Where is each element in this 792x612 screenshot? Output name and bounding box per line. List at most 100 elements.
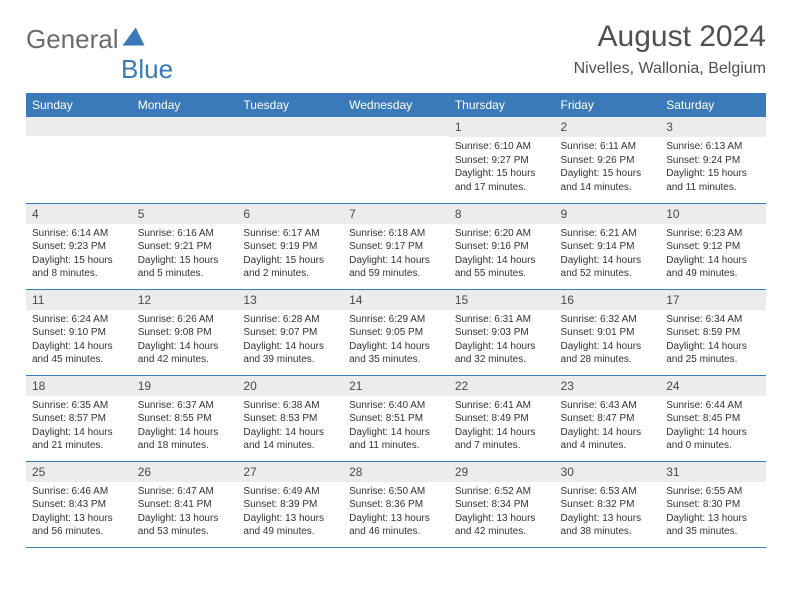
page-title: August 2024 <box>574 20 766 54</box>
calendar-day-cell <box>132 117 238 203</box>
day-info: Sunrise: 6:43 AMSunset: 8:47 PMDaylight:… <box>555 396 661 457</box>
sunrise-line: Sunrise: 6:41 AM <box>455 399 549 413</box>
location-subtitle: Nivelles, Wallonia, Belgium <box>574 60 766 78</box>
daylight-line: Daylight: 14 hours and 52 minutes. <box>561 254 655 281</box>
sunset-line: Sunset: 8:51 PM <box>349 412 443 426</box>
calendar-day-cell: 23Sunrise: 6:43 AMSunset: 8:47 PMDayligh… <box>555 375 661 461</box>
empty-day <box>343 117 449 136</box>
day-number: 8 <box>449 204 555 224</box>
calendar-day-cell: 17Sunrise: 6:34 AMSunset: 8:59 PMDayligh… <box>660 289 766 375</box>
day-number: 7 <box>343 204 449 224</box>
title-block: August 2024 Nivelles, Wallonia, Belgium <box>574 20 766 78</box>
daylight-line: Daylight: 13 hours and 56 minutes. <box>32 512 126 539</box>
sunset-line: Sunset: 9:07 PM <box>243 326 337 340</box>
calendar-day-cell: 7Sunrise: 6:18 AMSunset: 9:17 PMDaylight… <box>343 203 449 289</box>
sunrise-line: Sunrise: 6:49 AM <box>243 485 337 499</box>
sunrise-line: Sunrise: 6:43 AM <box>561 399 655 413</box>
day-info: Sunrise: 6:24 AMSunset: 9:10 PMDaylight:… <box>26 310 132 371</box>
day-info: Sunrise: 6:28 AMSunset: 9:07 PMDaylight:… <box>237 310 343 371</box>
calendar-day-cell: 6Sunrise: 6:17 AMSunset: 9:19 PMDaylight… <box>237 203 343 289</box>
sunset-line: Sunset: 8:39 PM <box>243 498 337 512</box>
daylight-line: Daylight: 14 hours and 59 minutes. <box>349 254 443 281</box>
day-info: Sunrise: 6:20 AMSunset: 9:16 PMDaylight:… <box>449 224 555 285</box>
sunset-line: Sunset: 9:16 PM <box>455 240 549 254</box>
daylight-line: Daylight: 14 hours and 7 minutes. <box>455 426 549 453</box>
sunset-line: Sunset: 8:34 PM <box>455 498 549 512</box>
weekday-header: Thursday <box>449 93 555 117</box>
daylight-line: Daylight: 13 hours and 53 minutes. <box>138 512 232 539</box>
day-number: 19 <box>132 376 238 396</box>
calendar-day-cell: 5Sunrise: 6:16 AMSunset: 9:21 PMDaylight… <box>132 203 238 289</box>
day-number: 29 <box>449 462 555 482</box>
calendar-day-cell: 22Sunrise: 6:41 AMSunset: 8:49 PMDayligh… <box>449 375 555 461</box>
calendar-week-row: 11Sunrise: 6:24 AMSunset: 9:10 PMDayligh… <box>26 289 766 375</box>
day-info: Sunrise: 6:21 AMSunset: 9:14 PMDaylight:… <box>555 224 661 285</box>
calendar-day-cell: 16Sunrise: 6:32 AMSunset: 9:01 PMDayligh… <box>555 289 661 375</box>
day-number: 6 <box>237 204 343 224</box>
day-number: 1 <box>449 117 555 137</box>
sunset-line: Sunset: 9:24 PM <box>666 154 760 168</box>
logo-triangle-icon <box>123 28 145 46</box>
weekday-header: Sunday <box>26 93 132 117</box>
sunset-line: Sunset: 9:27 PM <box>455 154 549 168</box>
day-info: Sunrise: 6:17 AMSunset: 9:19 PMDaylight:… <box>237 224 343 285</box>
day-number: 5 <box>132 204 238 224</box>
calendar-day-cell: 24Sunrise: 6:44 AMSunset: 8:45 PMDayligh… <box>660 375 766 461</box>
weekday-header-row: Sunday Monday Tuesday Wednesday Thursday… <box>26 93 766 117</box>
sunrise-line: Sunrise: 6:31 AM <box>455 313 549 327</box>
sunrise-line: Sunrise: 6:46 AM <box>32 485 126 499</box>
day-number: 24 <box>660 376 766 396</box>
sunrise-line: Sunrise: 6:40 AM <box>349 399 443 413</box>
sunrise-line: Sunrise: 6:32 AM <box>561 313 655 327</box>
calendar-day-cell: 28Sunrise: 6:50 AMSunset: 8:36 PMDayligh… <box>343 461 449 547</box>
calendar-day-cell <box>26 117 132 203</box>
day-number: 28 <box>343 462 449 482</box>
daylight-line: Daylight: 14 hours and 55 minutes. <box>455 254 549 281</box>
day-info: Sunrise: 6:55 AMSunset: 8:30 PMDaylight:… <box>660 482 766 543</box>
day-number: 27 <box>237 462 343 482</box>
calendar-day-cell: 10Sunrise: 6:23 AMSunset: 9:12 PMDayligh… <box>660 203 766 289</box>
calendar-day-cell: 31Sunrise: 6:55 AMSunset: 8:30 PMDayligh… <box>660 461 766 547</box>
day-info: Sunrise: 6:32 AMSunset: 9:01 PMDaylight:… <box>555 310 661 371</box>
daylight-line: Daylight: 13 hours and 46 minutes. <box>349 512 443 539</box>
weekday-header: Saturday <box>660 93 766 117</box>
sunrise-line: Sunrise: 6:10 AM <box>455 140 549 154</box>
logo-text-blue: Blue <box>121 54 173 85</box>
calendar-day-cell: 4Sunrise: 6:14 AMSunset: 9:23 PMDaylight… <box>26 203 132 289</box>
sunrise-line: Sunrise: 6:24 AM <box>32 313 126 327</box>
daylight-line: Daylight: 14 hours and 45 minutes. <box>32 340 126 367</box>
day-info: Sunrise: 6:23 AMSunset: 9:12 PMDaylight:… <box>660 224 766 285</box>
daylight-line: Daylight: 15 hours and 17 minutes. <box>455 167 549 194</box>
daylight-line: Daylight: 13 hours and 42 minutes. <box>455 512 549 539</box>
sunset-line: Sunset: 9:05 PM <box>349 326 443 340</box>
day-info: Sunrise: 6:46 AMSunset: 8:43 PMDaylight:… <box>26 482 132 543</box>
calendar-week-row: 1 Sunrise: 6:10 AMSunset: 9:27 PMDaylight… <box>26 117 766 203</box>
day-number: 14 <box>343 290 449 310</box>
sunrise-line: Sunrise: 6:23 AM <box>666 227 760 241</box>
daylight-line: Daylight: 14 hours and 49 minutes. <box>666 254 760 281</box>
day-info: Sunrise: 6:49 AMSunset: 8:39 PMDaylight:… <box>237 482 343 543</box>
sunset-line: Sunset: 8:47 PM <box>561 412 655 426</box>
calendar-day-cell: 3Sunrise: 6:13 AMSunset: 9:24 PMDaylight… <box>660 117 766 203</box>
day-info: Sunrise: 6:11 AMSunset: 9:26 PMDaylight:… <box>555 137 661 198</box>
calendar-week-row: 18Sunrise: 6:35 AMSunset: 8:57 PMDayligh… <box>26 375 766 461</box>
day-number: 30 <box>555 462 661 482</box>
day-info: Sunrise: 6:44 AMSunset: 8:45 PMDaylight:… <box>660 396 766 457</box>
calendar-day-cell: 9Sunrise: 6:21 AMSunset: 9:14 PMDaylight… <box>555 203 661 289</box>
day-number: 4 <box>26 204 132 224</box>
day-number: 3 <box>660 117 766 137</box>
sunset-line: Sunset: 8:45 PM <box>666 412 760 426</box>
daylight-line: Daylight: 13 hours and 38 minutes. <box>561 512 655 539</box>
calendar-day-cell: 20Sunrise: 6:38 AMSunset: 8:53 PMDayligh… <box>237 375 343 461</box>
daylight-line: Daylight: 13 hours and 49 minutes. <box>243 512 337 539</box>
day-number: 17 <box>660 290 766 310</box>
sunset-line: Sunset: 8:36 PM <box>349 498 443 512</box>
sunset-line: Sunset: 8:32 PM <box>561 498 655 512</box>
empty-day <box>26 117 132 136</box>
day-info: Sunrise: 6:31 AMSunset: 9:03 PMDaylight:… <box>449 310 555 371</box>
sunset-line: Sunset: 8:53 PM <box>243 412 337 426</box>
sunrise-line: Sunrise: 6:29 AM <box>349 313 443 327</box>
day-number: 18 <box>26 376 132 396</box>
daylight-line: Daylight: 14 hours and 0 minutes. <box>666 426 760 453</box>
weekday-header: Wednesday <box>343 93 449 117</box>
